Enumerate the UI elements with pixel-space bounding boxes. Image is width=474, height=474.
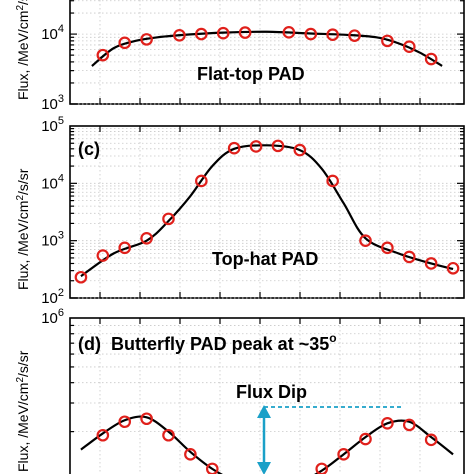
data-point: [348, 29, 361, 42]
y-ticks: 102 103 104 105: [41, 115, 464, 307]
data-point: [118, 36, 132, 50]
y-tick-label: 103: [41, 230, 64, 250]
data-point: [424, 433, 438, 447]
data-point: [282, 26, 296, 39]
series: [80, 412, 454, 474]
data-point: [424, 257, 438, 270]
annotation-label: Flat-top PAD: [197, 64, 305, 84]
y-tick-label: 106: [41, 307, 64, 327]
data-point: [326, 174, 339, 188]
fit-curve: [91, 30, 443, 67]
data-point: [184, 448, 197, 461]
series: [74, 139, 460, 284]
panel-top-hat: 102 103 104 105 (c) Top-hat PAD Flux, /MeV/…: [15, 115, 465, 307]
data-point: [227, 141, 241, 155]
data-point: [118, 241, 132, 255]
grid: [70, 0, 464, 105]
data-point: [249, 140, 263, 153]
data-point: [381, 241, 394, 255]
data-point: [238, 26, 252, 39]
panel-label-c: (c): [78, 139, 100, 159]
data-point: [96, 48, 110, 62]
panel-title: (d) Butterfly PAD peak at ~35o: [78, 331, 337, 354]
data-point: [205, 462, 219, 474]
fit-curve: [80, 415, 454, 474]
data-point: [96, 249, 110, 262]
data-point: [140, 412, 153, 426]
data-point: [162, 428, 175, 442]
data-point: [96, 428, 110, 442]
data-point: [118, 415, 132, 429]
data-point: [195, 174, 208, 188]
flux-dip-arrow: [257, 405, 404, 474]
axes-frame: [69, 125, 465, 299]
y-axis-label: Flux, /MeV/cm2/s/sr: [15, 168, 31, 290]
data-point: [162, 212, 175, 226]
data-point: [315, 462, 329, 474]
axes-frame: [69, 0, 465, 105]
data-point: [402, 250, 416, 264]
panel-flat-top: 103 104 Flat-top PAD Flux, /MeV/cm2/s/sr: [15, 0, 465, 113]
y-ticks: 103 104: [41, 0, 464, 113]
y-tick-label: 104: [41, 23, 64, 43]
y-tick-label: 103: [41, 93, 64, 113]
data-point: [140, 33, 153, 46]
y-tick-label: 104: [41, 172, 64, 192]
data-point: [337, 448, 350, 461]
data-point: [402, 418, 416, 432]
data-point: [74, 270, 88, 284]
data-point: [359, 234, 372, 247]
series: [91, 26, 443, 67]
y-tick-label: 102: [41, 287, 64, 307]
data-point: [381, 34, 394, 48]
data-point: [216, 26, 230, 40]
data-point: [195, 27, 208, 41]
data-point: [326, 28, 339, 42]
data-point: [402, 40, 416, 54]
data-point: [271, 139, 285, 153]
y-ticks: 106: [41, 307, 464, 433]
data-point: [424, 52, 438, 66]
fit-curve: [80, 144, 454, 278]
data-point: [140, 231, 153, 245]
y-axis-label: Flux, /MeV/cm2/s/sr: [15, 350, 31, 472]
y-axis-label: Flux, /MeV/cm2/s/sr: [15, 0, 31, 100]
panel-label-d: (d): [78, 334, 101, 354]
grid: [70, 318, 464, 474]
data-point: [381, 417, 394, 430]
panel-butterfly: 106 (d) Butterfly PAD peak at ~35o Flux D…: [15, 307, 465, 474]
annotation-label: Top-hat PAD: [212, 249, 318, 269]
y-tick-label: 105: [41, 115, 64, 135]
data-point: [173, 29, 186, 42]
data-point: [293, 143, 307, 157]
data-point: [304, 27, 318, 41]
data-point: [446, 261, 460, 275]
flux-dip-label: Flux Dip: [236, 382, 307, 402]
data-point: [359, 432, 372, 446]
grid: [70, 126, 464, 299]
